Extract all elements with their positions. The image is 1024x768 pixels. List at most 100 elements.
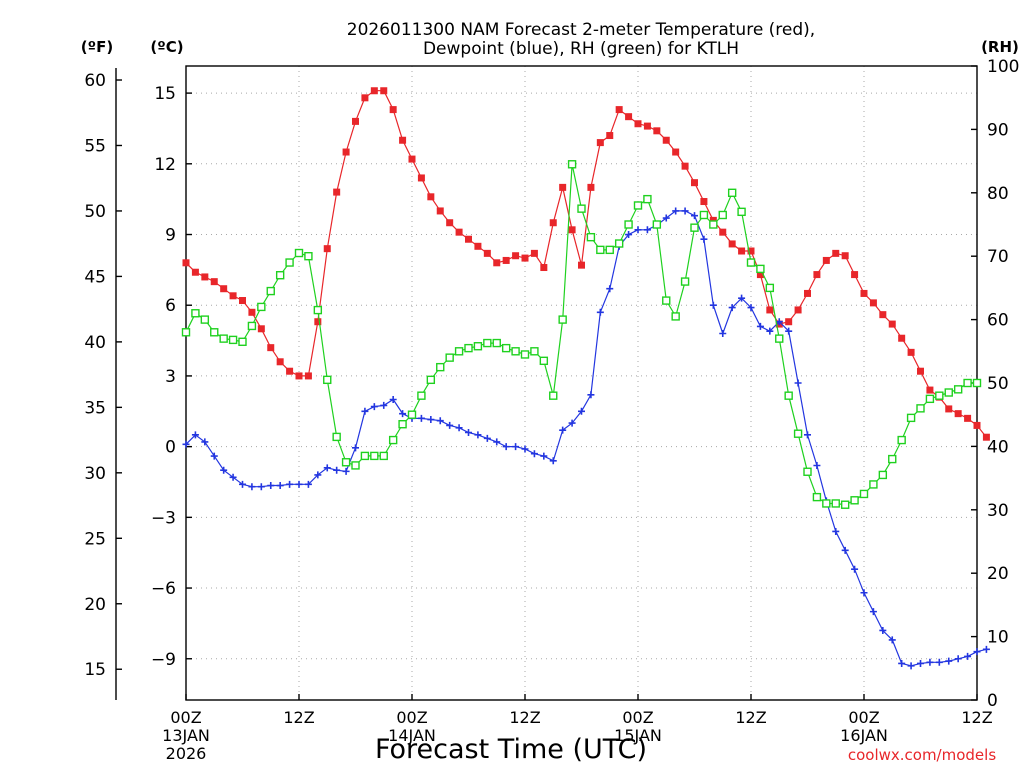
rh-point xyxy=(680,277,690,286)
rh-point xyxy=(775,334,784,343)
rh-point xyxy=(577,204,586,213)
dewpoint-point xyxy=(634,226,642,234)
temperature-point xyxy=(804,289,811,297)
dewpoint-point xyxy=(286,480,294,488)
x-tick-label-date: 14JAN xyxy=(388,726,436,745)
dewpoint-point xyxy=(361,407,369,415)
dewpoint-point xyxy=(775,318,783,326)
rh-point xyxy=(935,391,944,400)
temperature-point xyxy=(728,240,736,248)
dewpoint-point xyxy=(794,379,802,387)
temperature-point xyxy=(982,433,990,441)
temperature-point xyxy=(860,289,868,297)
rh-point xyxy=(793,429,803,438)
dewpoint-point xyxy=(662,214,670,222)
temperature-point xyxy=(276,358,284,366)
rh-series xyxy=(181,160,982,509)
temperature-point xyxy=(380,87,388,95)
dewpoint-point xyxy=(832,527,840,535)
temperature-point xyxy=(530,249,538,257)
dewpoint-point xyxy=(201,438,209,446)
credit-text[interactable]: coolwx.com/models xyxy=(848,746,996,764)
temperature-point xyxy=(634,120,642,128)
temperature-point xyxy=(417,174,425,182)
rh-point xyxy=(426,375,436,385)
rh-point xyxy=(878,470,888,480)
rh-tick-label: 50 xyxy=(987,374,1009,394)
axes: 6055504540353025201515129630−3−6−9100908… xyxy=(84,57,1019,763)
dewpoint-point xyxy=(926,658,934,666)
temperature-point xyxy=(267,344,275,352)
dewpoint-point xyxy=(380,401,388,409)
rh-point xyxy=(549,391,558,400)
dewpoint-point xyxy=(521,445,529,453)
rh-point xyxy=(247,321,257,331)
dewpoint-point xyxy=(756,322,764,330)
dewpoint-point xyxy=(860,589,868,597)
temperature-point xyxy=(521,254,529,262)
rh-point xyxy=(191,309,200,318)
temperature-point xyxy=(756,271,764,279)
rh-point xyxy=(718,210,727,220)
rh-tick-label: 20 xyxy=(987,564,1009,584)
temperature-point xyxy=(493,259,501,267)
fahrenheit-tick-label: 55 xyxy=(84,136,106,156)
temperature-point xyxy=(917,367,924,375)
x-tick-label-time: 00Z xyxy=(170,708,201,727)
chart-title: 2026011300 NAM Forecast 2-meter Temperat… xyxy=(347,20,815,40)
rh-tick-label: 80 xyxy=(987,184,1009,204)
dewpoint-point xyxy=(474,431,482,439)
fahrenheit-tick-label: 30 xyxy=(84,464,106,484)
rh-point xyxy=(520,350,530,359)
temperature-point xyxy=(954,410,962,418)
temperature-point xyxy=(333,188,341,196)
dewpoint-point xyxy=(210,452,218,460)
dewpoint-point xyxy=(323,464,331,472)
dewpoint-point xyxy=(700,235,708,243)
celsius-tick-label: −3 xyxy=(151,508,176,528)
x-tick-label-time: 00Z xyxy=(396,708,427,727)
dewpoint-point xyxy=(483,434,491,442)
rh-point xyxy=(313,305,323,315)
rh-point xyxy=(746,258,756,267)
temperature-line xyxy=(185,90,987,438)
dewpoint-point xyxy=(719,330,727,338)
celsius-tick-label: 12 xyxy=(154,155,176,175)
temperature-point xyxy=(813,271,821,279)
rh-point xyxy=(407,410,417,419)
chart-subtitle: Dewpoint (blue), RH (green) for KTLH xyxy=(423,39,739,59)
dewpoint-point xyxy=(512,443,520,451)
celsius-tick-label: 15 xyxy=(154,84,176,104)
temperature-point xyxy=(191,268,199,276)
rh-tick-label: 10 xyxy=(987,628,1009,648)
dewpoint-point xyxy=(465,428,472,436)
rh-point xyxy=(464,343,473,353)
rh-point xyxy=(370,451,379,461)
rh-tick-label: 90 xyxy=(987,120,1009,140)
temperature-point xyxy=(408,155,416,163)
celsius-tick-label: −6 xyxy=(151,579,176,599)
temperature-point xyxy=(766,306,774,314)
temperature-point xyxy=(352,117,359,125)
temperature-point xyxy=(973,421,981,429)
rh-point xyxy=(624,220,633,229)
temperature-point xyxy=(662,136,670,144)
temperature-point xyxy=(898,334,906,342)
temperature-point xyxy=(559,183,567,191)
dewpoint-point xyxy=(738,294,746,302)
temperature-point xyxy=(907,348,915,356)
rh-point xyxy=(812,492,822,502)
dewpoint-point xyxy=(540,452,548,460)
rh-point xyxy=(436,362,445,372)
temperature-series xyxy=(182,87,990,441)
temperature-point xyxy=(606,132,614,140)
celsius-tick-label: 3 xyxy=(165,367,176,387)
rh-point xyxy=(605,245,614,255)
temperature-point xyxy=(672,148,680,156)
dewpoint-point xyxy=(417,414,425,422)
dewpoint-point xyxy=(747,304,755,312)
temperature-point xyxy=(446,219,454,227)
temperature-point xyxy=(239,297,246,305)
rh-point xyxy=(228,335,238,345)
temperature-point xyxy=(700,198,708,206)
